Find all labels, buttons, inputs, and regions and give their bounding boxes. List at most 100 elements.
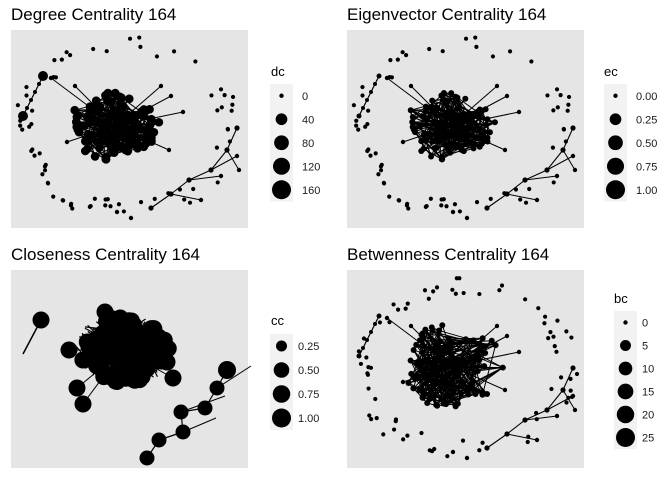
network-node: [187, 200, 193, 205]
network-node: [361, 106, 365, 110]
network-node: [558, 375, 564, 380]
network-node: [24, 93, 29, 98]
network-node: [460, 148, 467, 155]
network-node: [462, 336, 469, 343]
legend-label: 0.50: [298, 365, 319, 377]
network-node: [116, 202, 122, 207]
legend-label: 40: [302, 114, 314, 126]
network-node: [422, 108, 429, 115]
legend-size-key: [273, 362, 290, 378]
network-node: [555, 318, 560, 323]
legend-label: 0.25: [636, 114, 657, 126]
network-node: [424, 203, 429, 209]
network-node: [83, 144, 92, 154]
network-node: [422, 380, 429, 387]
network-node: [114, 209, 120, 215]
network-node: [570, 393, 576, 399]
network-node: [400, 139, 406, 145]
network-node: [363, 124, 368, 129]
network-node: [130, 138, 139, 148]
closeness-plot-title: Closeness Centrality 164: [11, 245, 200, 264]
network-node: [137, 35, 142, 40]
network-node: [368, 153, 373, 158]
network-node: [522, 417, 528, 423]
network-node: [479, 391, 486, 398]
network-node: [369, 90, 373, 94]
network-node: [470, 145, 477, 152]
network-node: [453, 291, 458, 296]
network-node: [542, 314, 548, 319]
degree-legend-title: dc: [271, 64, 285, 79]
network-node: [488, 196, 493, 201]
network-node: [391, 302, 396, 307]
network-node: [527, 186, 532, 192]
network-node: [448, 90, 455, 97]
network-node: [452, 124, 459, 131]
network-node: [523, 200, 529, 205]
network-node: [18, 123, 23, 128]
network-node: [431, 289, 436, 294]
network-node: [566, 102, 571, 107]
network-node: [378, 168, 384, 173]
network-node: [130, 113, 139, 122]
network-node: [360, 93, 365, 98]
network-node: [552, 344, 557, 349]
legend-label: 120: [302, 161, 320, 173]
network-node: [404, 203, 410, 208]
network-edge: [425, 367, 503, 379]
network-node: [115, 143, 124, 152]
network-node: [545, 93, 550, 98]
degree-centrality-plot: Degree Centrality 164 dc 0 40 80 120 160: [11, 5, 320, 228]
network-node: [104, 49, 109, 54]
network-node: [551, 180, 556, 185]
network-node: [516, 349, 522, 355]
legend-label: 0.25: [298, 341, 319, 353]
legend-label: 0: [642, 318, 648, 330]
network-node: [564, 329, 569, 334]
network-node: [467, 139, 474, 146]
network-node: [395, 307, 401, 312]
network-node: [534, 417, 539, 422]
network-node: [218, 361, 236, 379]
network-node: [354, 123, 359, 128]
legend-size-key: [275, 113, 288, 126]
network-node: [475, 113, 482, 120]
network-node: [464, 455, 470, 461]
betweenness-network: [356, 276, 580, 461]
eigenvector-legend-title: ec: [604, 64, 618, 79]
network-node: [224, 147, 230, 153]
network-node: [365, 148, 370, 154]
network-node: [61, 198, 66, 203]
legend-label: 20: [642, 410, 654, 422]
network-node: [92, 196, 97, 201]
network-edge: [562, 149, 576, 171]
network-node: [440, 89, 447, 96]
network-edge: [416, 375, 442, 400]
legend-size-key: [609, 113, 622, 126]
network-node: [219, 105, 224, 110]
network-node: [544, 167, 550, 173]
network-node: [115, 111, 125, 121]
legend-label: 0.75: [636, 161, 657, 173]
network-node: [101, 154, 111, 164]
network-node: [198, 197, 204, 203]
network-node: [432, 144, 439, 151]
network-node: [439, 378, 446, 385]
betweenness-plot-title: Betwenness Centrality 164: [347, 245, 549, 264]
network-node: [360, 84, 365, 90]
betweenness-legend: bc 0 5 10 15 20 25: [614, 291, 654, 449]
network-node: [74, 395, 92, 413]
network-node: [476, 106, 483, 113]
network-node: [83, 130, 93, 140]
network-node: [128, 215, 134, 221]
network-node: [209, 93, 214, 98]
network-node: [40, 172, 45, 177]
network-node: [403, 306, 408, 311]
network-node: [356, 349, 361, 354]
network-edge: [188, 175, 222, 181]
network-node: [428, 103, 435, 110]
network-node: [440, 400, 447, 407]
network-edge: [562, 389, 576, 411]
network-node: [397, 198, 402, 203]
network-node: [27, 124, 32, 129]
